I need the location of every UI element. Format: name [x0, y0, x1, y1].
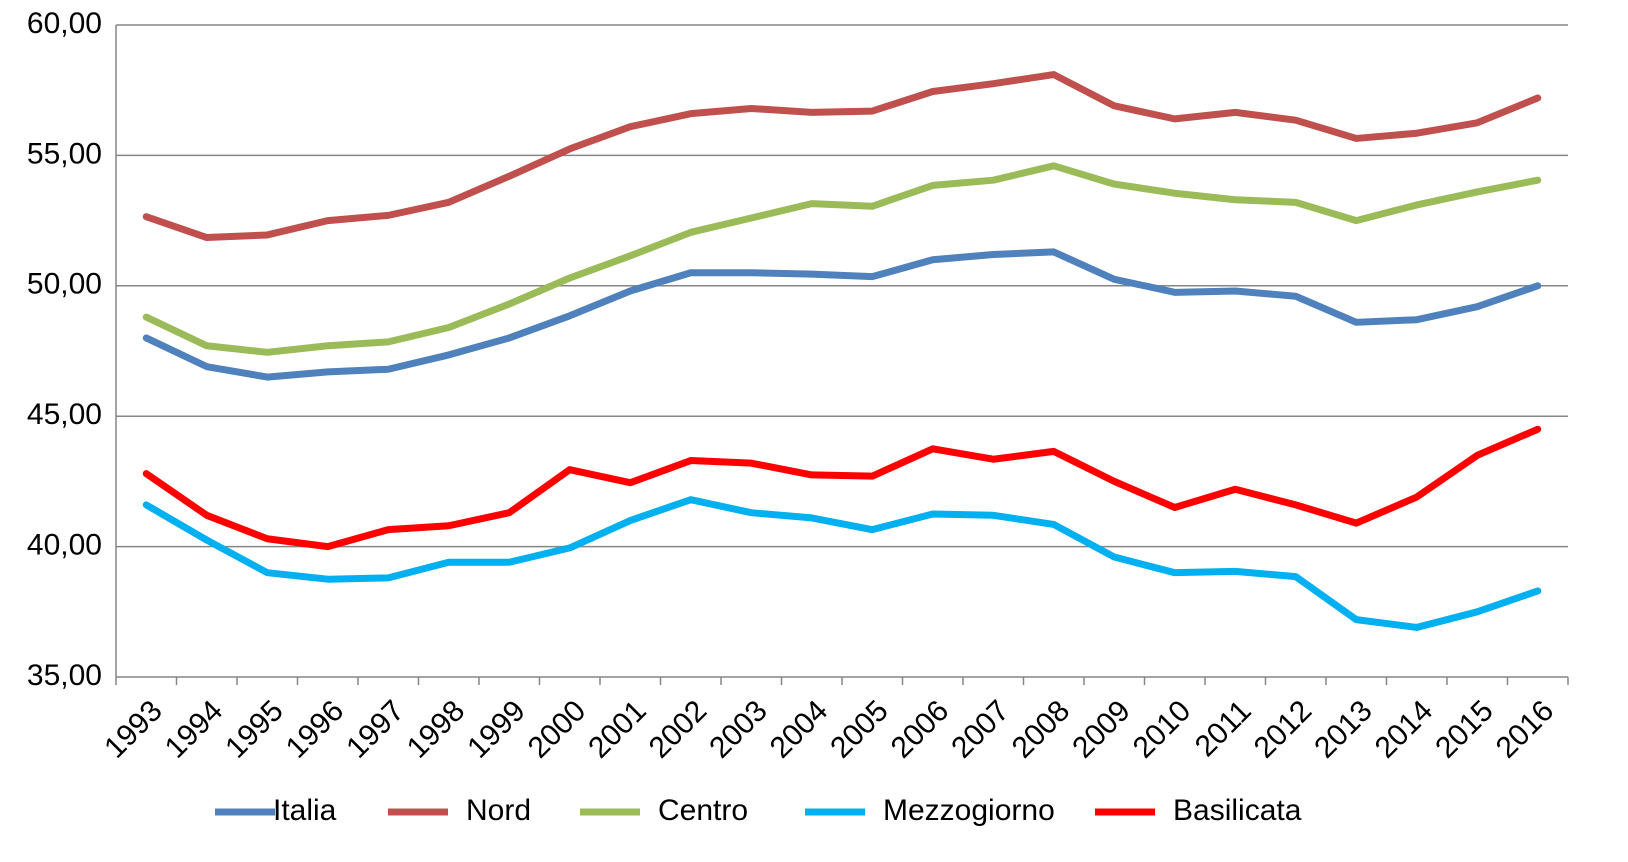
x-tick-label: 1998	[401, 694, 472, 765]
x-tick-label: 2009	[1066, 694, 1137, 765]
y-tick-label: 40,00	[27, 529, 102, 562]
y-tick-label: 55,00	[27, 137, 102, 170]
x-tick-label: 1995	[219, 694, 290, 765]
x-tick-label: 1993	[98, 694, 169, 765]
x-tick-label: 2012	[1248, 694, 1319, 765]
x-tick-label: 2007	[945, 694, 1016, 765]
y-tick-label: 35,00	[27, 659, 102, 692]
series-line	[142, 248, 1542, 381]
legend-label: Basilicata	[1173, 794, 1302, 827]
x-tick-label: 2015	[1429, 694, 1500, 765]
x-tick-label: 2014	[1369, 694, 1440, 765]
series-line	[142, 425, 1542, 551]
legend-label: Nord	[466, 794, 531, 827]
x-tick-label: 1999	[461, 694, 532, 765]
x-tick-label: 2011	[1189, 694, 1258, 763]
series-line	[142, 162, 1542, 356]
x-tick-label: 1994	[159, 694, 230, 765]
legend-label: Centro	[658, 794, 748, 827]
x-tick-label: 2002	[643, 694, 714, 765]
x-tick-label: 2004	[764, 694, 835, 765]
x-tick-label: 2001	[582, 694, 653, 765]
x-tick-label: 2016	[1490, 694, 1561, 765]
y-tick-label: 45,00	[27, 398, 102, 431]
y-tick-label: 50,00	[27, 268, 102, 301]
series-line	[142, 496, 1542, 631]
x-tick-label: 2003	[703, 694, 774, 765]
x-tick-label: 2000	[522, 694, 593, 765]
x-tick-label: 2005	[824, 694, 895, 765]
x-tick-label: 1996	[280, 694, 351, 765]
y-tick-label: 60,00	[27, 7, 102, 40]
x-tick-label: 2008	[1006, 694, 1077, 765]
legend-label: Italia	[273, 794, 337, 827]
x-tick-label: 2006	[885, 694, 956, 765]
x-tick-label: 2010	[1127, 694, 1198, 765]
legend-label: Mezzogiorno	[883, 794, 1055, 827]
x-tick-label: 2013	[1308, 694, 1379, 765]
series-line	[142, 71, 1542, 242]
x-tick-label: 1997	[340, 694, 411, 765]
